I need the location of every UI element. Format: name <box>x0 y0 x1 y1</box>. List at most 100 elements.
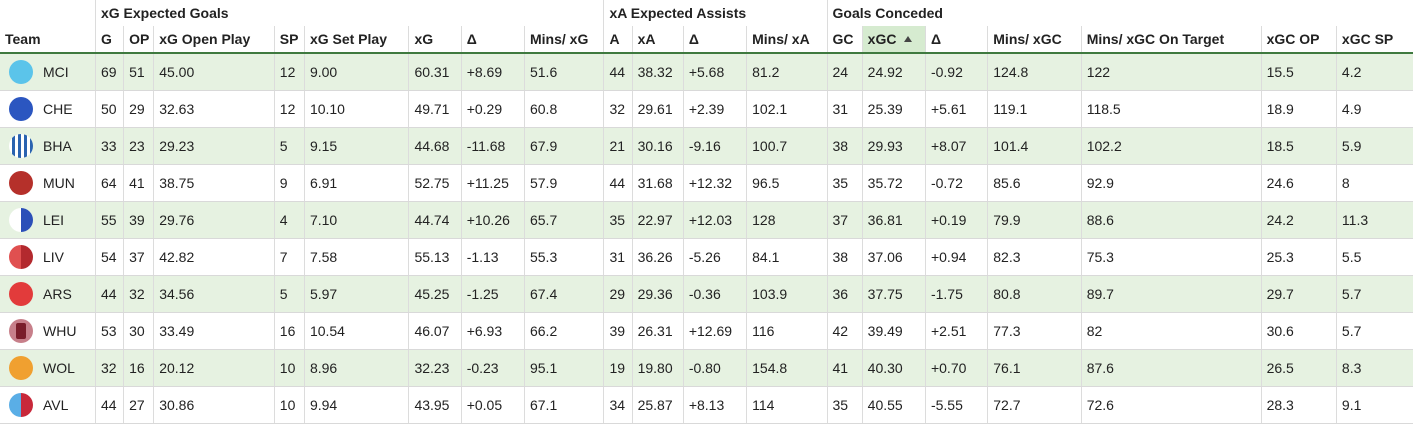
cell-mins-per-xa: 154.8 <box>746 349 828 387</box>
team-badge-icon <box>9 133 33 158</box>
table-row[interactable]: AVL 44 27 30.86 10 9.94 43.95 +0.05 67.1 34 25.87 +… <box>0 386 1413 424</box>
cell-xgc-op: 29.7 <box>1260 275 1337 313</box>
cell-xgc: 37.06 <box>861 238 926 276</box>
table-row[interactable]: BHA 33 23 29.23 5 9.15 44.68 -11.68 67.9 21 30.16-… <box>0 127 1413 165</box>
table-row[interactable]: CHE 50 29 32.63 12 10.10 49.71 +0.29 60.8 32 29.61… <box>0 90 1413 128</box>
cell-xg-delta: -1.13 <box>460 238 525 276</box>
column-header-a[interactable]: A <box>603 26 633 54</box>
cell-sp: 12 <box>273 53 305 91</box>
cell-xg: 49.71 <box>408 90 462 128</box>
cell-sp: 4 <box>273 201 305 239</box>
cell-xg-set-play: 7.58 <box>303 238 409 276</box>
cell-mins-per-xg: 65.7 <box>523 201 604 239</box>
column-header-label: GC <box>832 31 854 47</box>
column-header-mins-per-xgc-on-target[interactable]: Mins/ xGC On Target <box>1080 26 1262 54</box>
table-row[interactable]: WHU 53 30 33.49 16 10.54 46.07 +6.93 66.2 39 26.31… <box>0 312 1413 350</box>
column-header-label: Mins/ xGC <box>993 31 1062 47</box>
cell-op: 30 <box>123 312 154 350</box>
cell-op: 27 <box>123 386 154 424</box>
cell-mins-per-xg: 55.3 <box>523 238 604 276</box>
cell-xgc-sp: 5.5 <box>1335 238 1413 276</box>
table-row[interactable]: MCI 69 51 45.00 12 9.00 60.31 +8.69 51.6 44 38.32 +… <box>0 53 1413 91</box>
cell-xg-set-play: 9.15 <box>303 127 409 165</box>
column-header-xgc-sp[interactable]: xGC SP <box>1335 26 1413 54</box>
cell-mins-per-xg: 67.1 <box>523 386 604 424</box>
cell-mins-per-xgc: 76.1 <box>987 349 1082 387</box>
column-header-xa[interactable]: xA <box>631 26 684 54</box>
table-row[interactable]: WOL 32 16 20.12 10 8.96 32.23 -0.23 95.1 19 19.80-… <box>0 349 1413 387</box>
column-header-xg-set-play[interactable]: xG Set Play <box>303 26 409 54</box>
table-row[interactable]: LIV 54 37 42.82 7 7.58 55.13 -1.13 55.3 31 36.26 -5… <box>0 238 1413 276</box>
column-header-gc[interactable]: GC <box>826 26 863 54</box>
column-header-label: xG Open Play <box>159 31 251 47</box>
team-cell: CHE <box>0 90 96 128</box>
column-header-label: Δ <box>466 31 477 47</box>
cell-xgc-delta: -0.92 <box>924 53 988 91</box>
cell-xg: 32.23 <box>408 349 462 387</box>
table-row[interactable]: ARS 44 32 34.56 5 5.97 45.25 -1.25 67.4 29 29.36 -0… <box>0 275 1413 313</box>
cell-sp: 10 <box>273 386 305 424</box>
team-badge-icon <box>9 281 33 306</box>
column-header-label: Team <box>5 31 41 47</box>
column-header-xg-open-play[interactable]: xG Open Play <box>153 26 275 54</box>
cell-xg: 44.68 <box>408 127 462 165</box>
cell-xa: 26.31 <box>631 312 684 350</box>
column-header-mins-per-xgc[interactable]: Mins/ xGC <box>987 26 1082 54</box>
cell-xgc: 40.55 <box>861 386 926 424</box>
team-cell: WHU <box>0 312 96 350</box>
cell-xg-set-play: 9.00 <box>303 53 409 91</box>
cell-xgc-delta: +8.07 <box>924 127 988 165</box>
column-header-sp[interactable]: SP <box>273 26 305 54</box>
column-header-xg[interactable]: xG <box>408 26 462 54</box>
column-header-op[interactable]: OP <box>123 26 154 54</box>
cell-a: 19 <box>603 349 633 387</box>
column-header-xgc[interactable]: xGC <box>861 26 926 54</box>
cell-xgc-sp: 5.7 <box>1335 275 1413 313</box>
cell-g: 69 <box>94 53 124 91</box>
cell-xgc: 37.75 <box>861 275 926 313</box>
cell-op: 32 <box>123 275 154 313</box>
cell-xg: 43.95 <box>408 386 462 424</box>
cell-xgc: 39.49 <box>861 312 926 350</box>
cell-xg-open-play: 30.86 <box>153 386 275 424</box>
column-header-label: Δ <box>688 31 699 47</box>
cell-mins-per-xg: 60.8 <box>523 90 604 128</box>
cell-op: 51 <box>123 53 154 91</box>
table-row[interactable]: MUN 64 41 38.75 9 6.91 52.75 +11.25 57.9 44 31.68 +… <box>0 164 1413 202</box>
cell-xgc: 25.39 <box>861 90 926 128</box>
column-header-xg-delta[interactable]: Δ <box>460 26 525 54</box>
column-header-team[interactable]: Team <box>0 26 96 54</box>
sort-ascending-icon[interactable] <box>904 36 913 42</box>
cell-gc: 41 <box>826 349 863 387</box>
table-row[interactable]: LEI 55 39 29.76 4 7.10 44.74 +10.26 65.7 35 22.97 +… <box>0 201 1413 239</box>
cell-xa-delta: +2.39 <box>682 90 747 128</box>
cell-xg: 44.74 <box>408 201 462 239</box>
team-name: CHE <box>43 100 73 117</box>
cell-xgc-delta: +2.51 <box>924 312 988 350</box>
cell-xa-delta: -5.26 <box>682 238 747 276</box>
cell-xa: 25.87 <box>631 386 684 424</box>
column-header-xa-delta[interactable]: Δ <box>682 26 747 54</box>
column-header-mins-per-xa[interactable]: Mins/ xA <box>746 26 828 54</box>
table-body: MCI 69 51 45.00 12 9.00 60.31 +8.69 51.6 44 38.32 +… <box>0 53 1413 424</box>
column-header-g[interactable]: G <box>94 26 124 54</box>
team-name: WOL <box>43 359 75 376</box>
cell-a: 44 <box>603 53 633 91</box>
column-header-mins-per-xg[interactable]: Mins/ xG <box>523 26 604 54</box>
cell-a: 39 <box>603 312 633 350</box>
team-name: ARS <box>43 285 72 302</box>
cell-xg-set-play: 8.96 <box>303 349 409 387</box>
column-header-label: xG Set Play <box>309 31 387 47</box>
cell-mins-per-xgc-on-target: 82 <box>1080 312 1262 350</box>
cell-xa-delta: +12.69 <box>682 312 747 350</box>
column-header-xgc-delta[interactable]: Δ <box>924 26 988 54</box>
team-badge-icon <box>9 244 33 269</box>
cell-g: 54 <box>94 238 124 276</box>
column-header-row: Team G OP xG Open Play SP xG Set Play xG Δ Mins/… <box>0 26 1413 54</box>
cell-mins-per-xgc-on-target: 88.6 <box>1080 201 1262 239</box>
cell-xg-open-play: 29.23 <box>153 127 275 165</box>
cell-xg: 60.31 <box>408 53 462 91</box>
cell-xgc: 40.30 <box>861 349 926 387</box>
cell-xgc-op: 24.6 <box>1260 164 1337 202</box>
column-header-xgc-op[interactable]: xGC OP <box>1260 26 1337 54</box>
